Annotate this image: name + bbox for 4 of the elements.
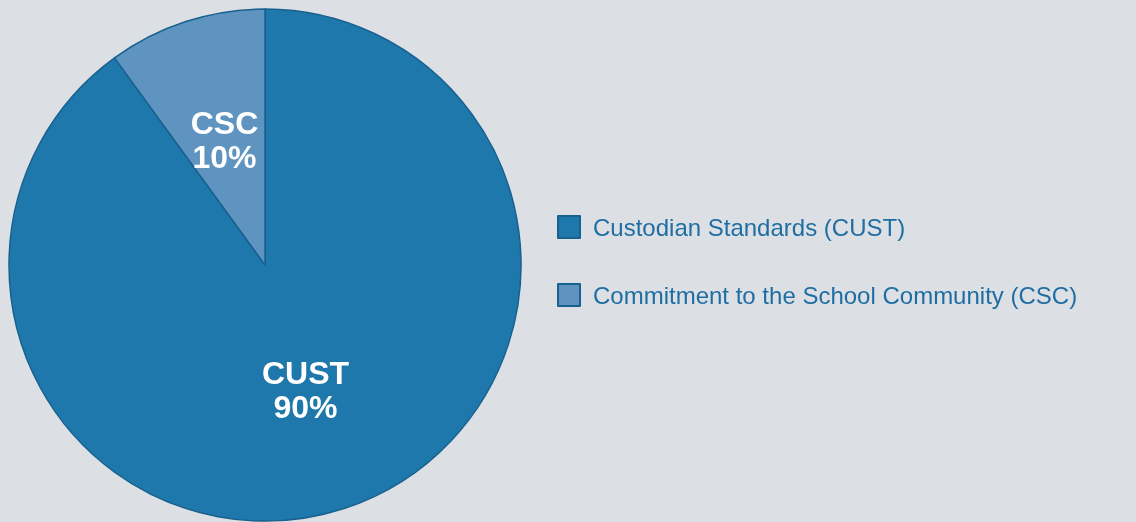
legend-label: Custodian Standards (CUST) xyxy=(593,213,906,241)
data-label: CUST 90% xyxy=(261,354,350,425)
data-label: CSC 10% xyxy=(190,105,259,176)
legend-label: Commitment to the School Community (CSC) xyxy=(593,281,1078,309)
